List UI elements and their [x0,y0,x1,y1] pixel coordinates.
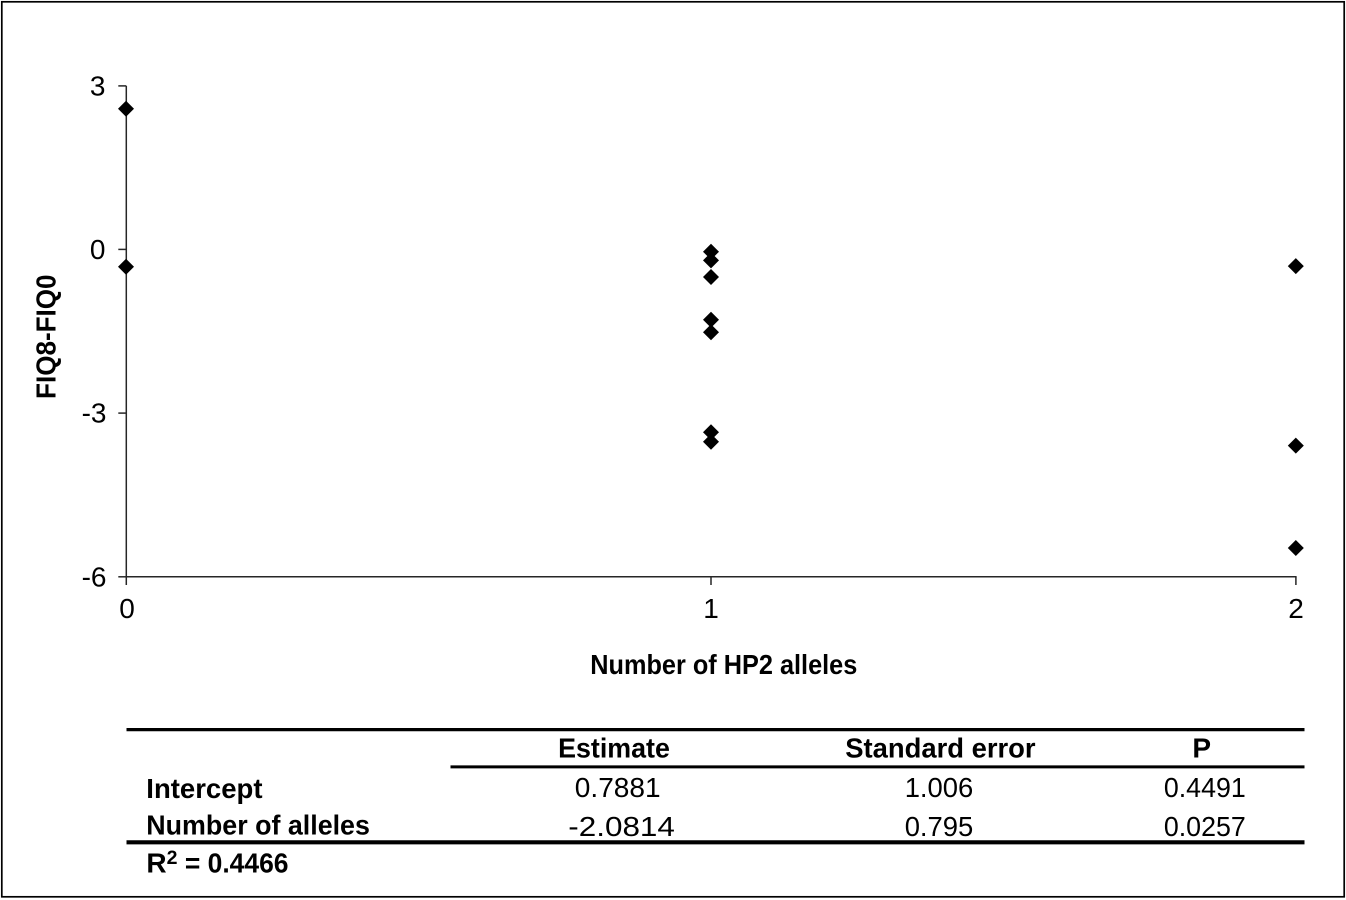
svg-text:-2.0814: -2.0814 [568,811,675,842]
svg-text:Standard error: Standard error [845,732,1035,763]
svg-text:Intercept: Intercept [146,773,262,804]
svg-text:0.4491: 0.4491 [1164,772,1246,803]
svg-text:0.795: 0.795 [905,811,974,842]
svg-text:Number of alleles: Number of alleles [146,810,370,841]
svg-text:Number of HP2 alleles: Number of HP2 alleles [590,649,857,680]
svg-text:0: 0 [90,234,106,265]
svg-text:FIQ8-FIQ0: FIQ8-FIQ0 [31,274,62,399]
svg-text:-6: -6 [82,561,107,592]
svg-text:0.7881: 0.7881 [575,772,661,803]
svg-text:0.0257: 0.0257 [1164,811,1246,842]
svg-text:P: P [1192,732,1211,763]
svg-text:3: 3 [90,71,106,102]
svg-text:1: 1 [703,593,719,624]
svg-text:1.006: 1.006 [905,772,974,803]
svg-text:2: 2 [1288,593,1304,624]
svg-text:-3: -3 [82,398,107,429]
svg-text:0: 0 [119,593,135,624]
svg-text:Estimate: Estimate [558,732,670,763]
